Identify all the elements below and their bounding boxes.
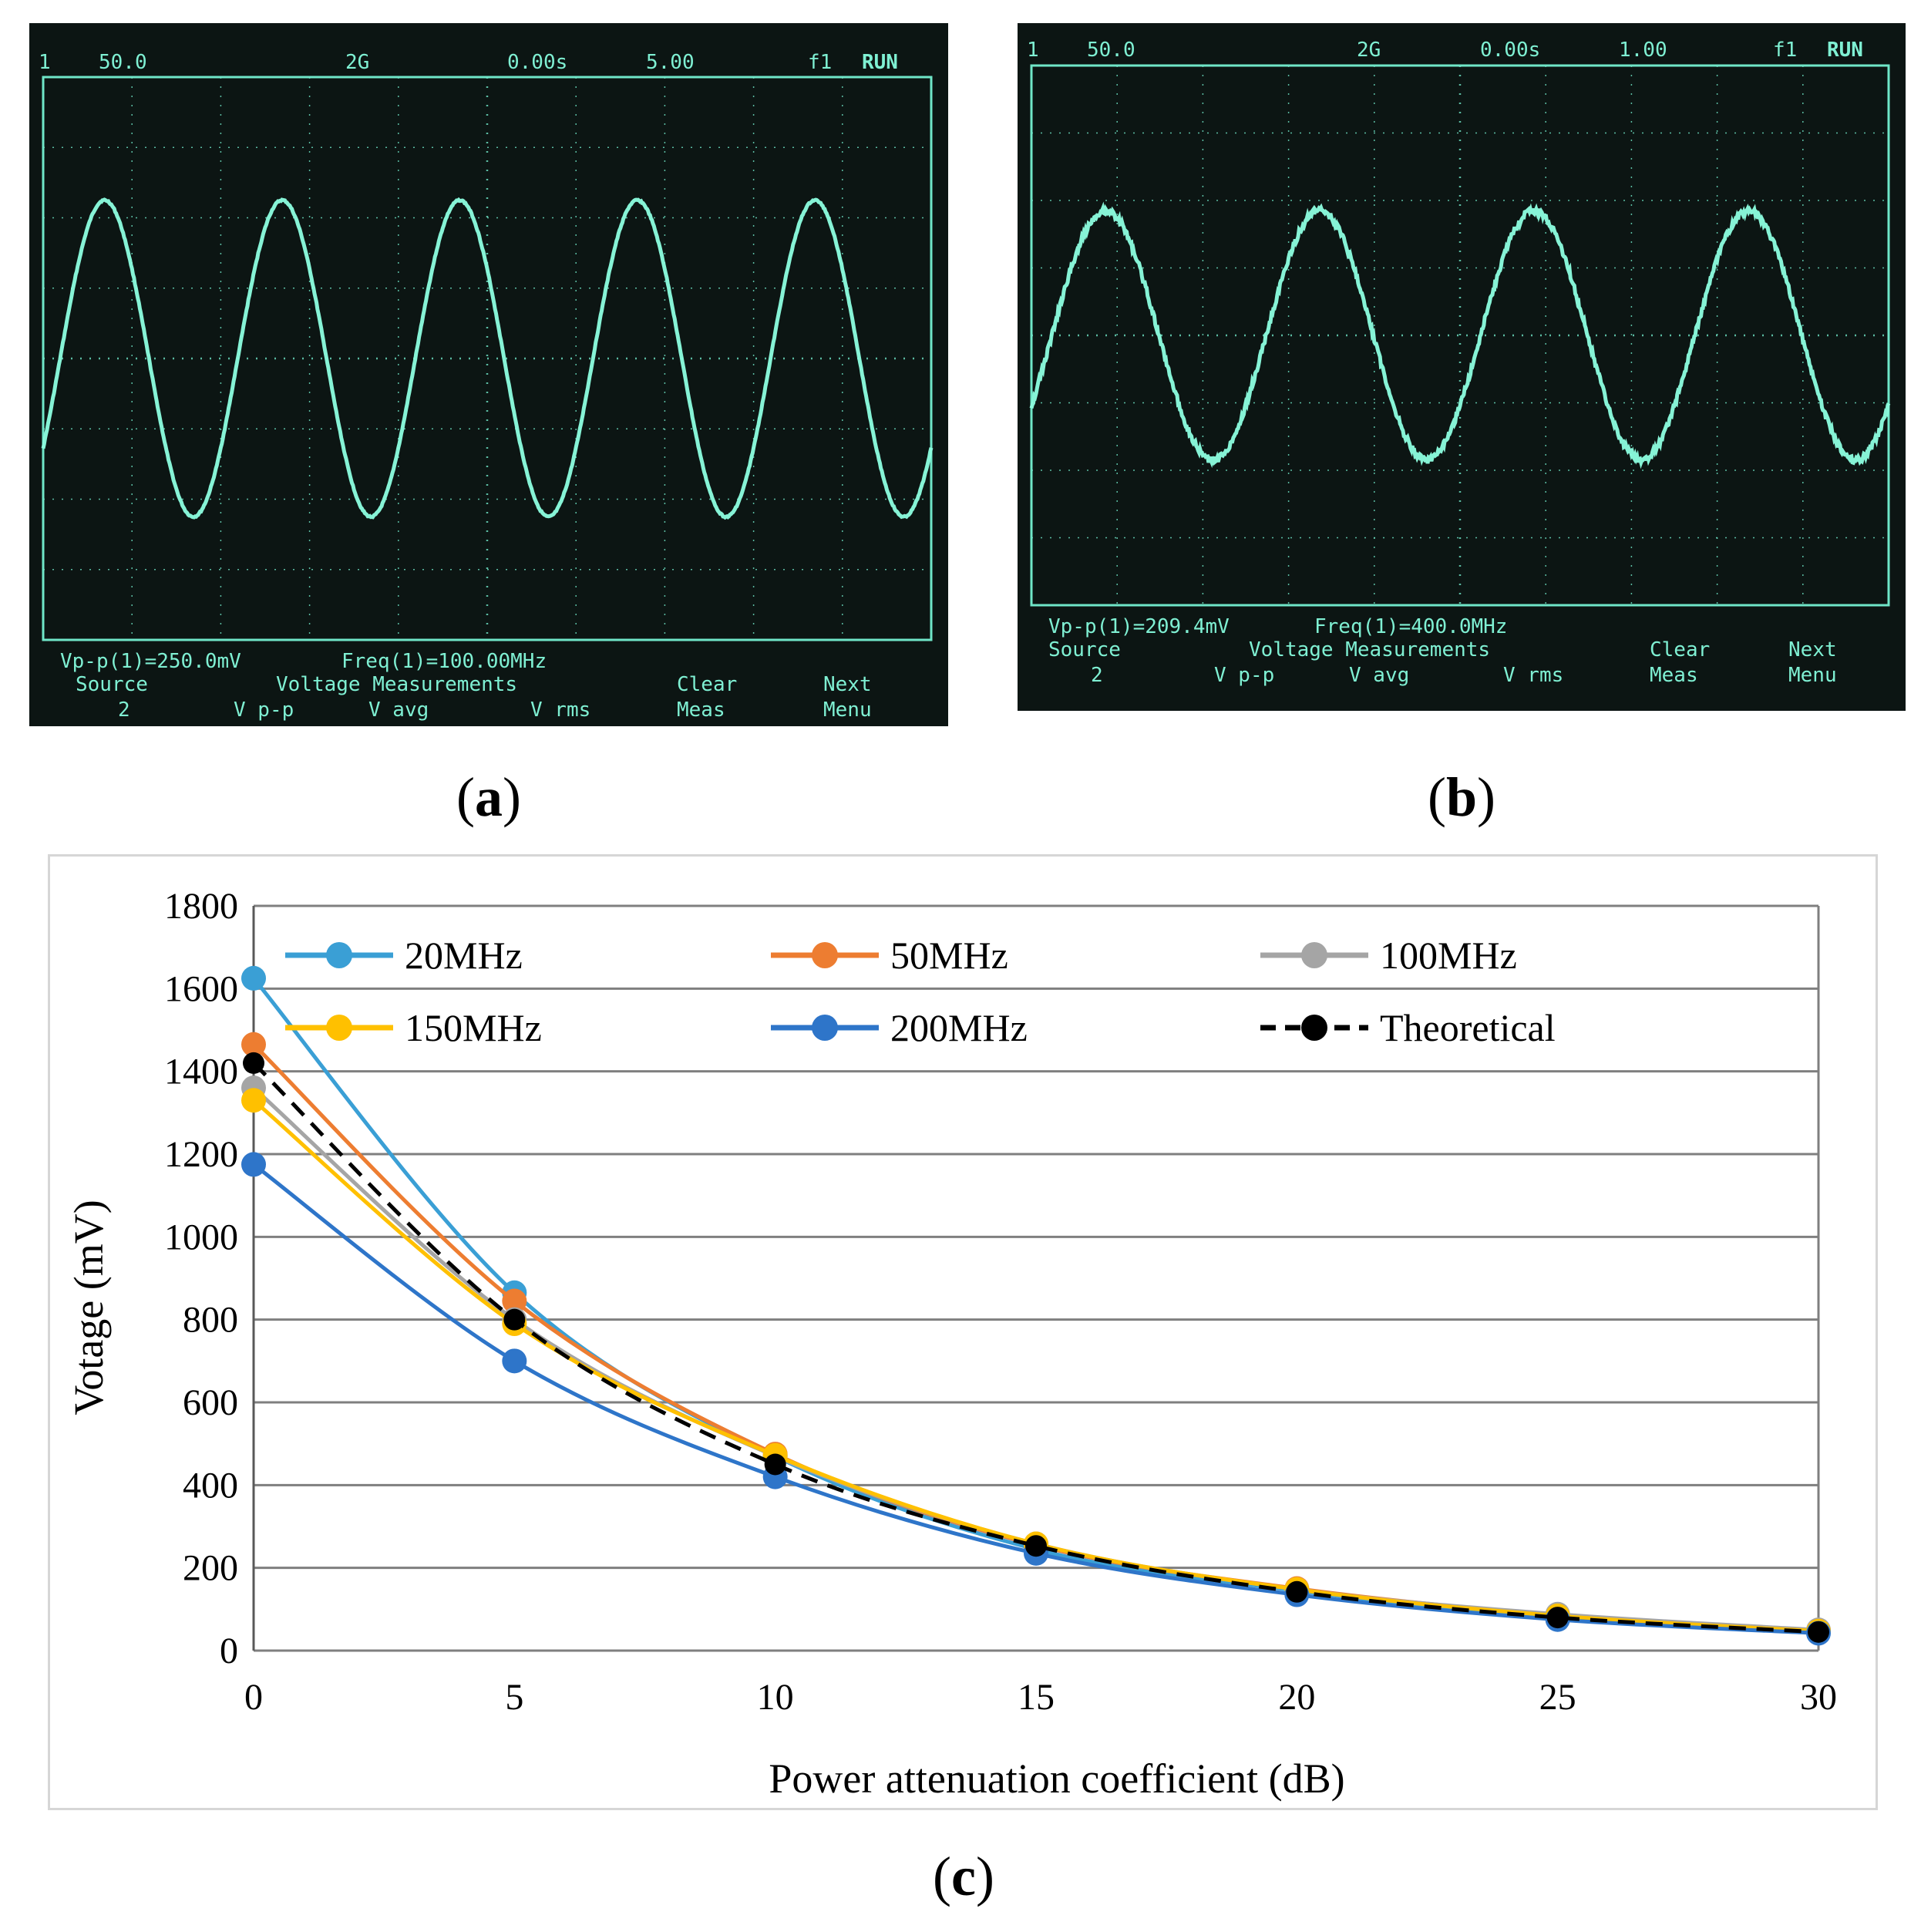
meas-softkey[interactable]: Meas [1650, 664, 1698, 687]
y-tick-label: 800 [183, 1300, 238, 1341]
time-offset: 0.00s [1480, 39, 1541, 62]
time-per-div: 5.00 [646, 51, 695, 74]
data-point-20mhz [241, 965, 266, 991]
attenuation-chart: 0 200 400 600 800 1000 1200 1400 1600 1800 0 5 10 15 2… [66, 886, 1837, 1802]
channel-number: 1 [1027, 39, 1039, 62]
run-status: RUN [862, 51, 898, 74]
x-tick-label: 0 [244, 1677, 263, 1718]
y-tick-label: 1200 [164, 1134, 238, 1175]
legend-label-theoretical: Theoretical [1380, 1006, 1556, 1049]
vpp-readout: Vp-p(1)=250.0mV [60, 650, 241, 673]
trigger-source: f1 [1773, 39, 1798, 62]
x-axis-label: Power attenuation coefficient (dB) [769, 1755, 1344, 1802]
vrms-softkey[interactable]: V rms [530, 698, 591, 722]
oscilloscope-graticule-a [41, 76, 934, 641]
legend-marker-150mhz [326, 1015, 352, 1041]
time-offset: 0.00s [507, 51, 568, 74]
legend-label-200mhz: 200MHz [890, 1006, 1028, 1049]
x-tick-label: 20 [1278, 1677, 1315, 1718]
legend-label-20mhz: 20MHz [405, 934, 523, 977]
data-point-200mhz [241, 1152, 266, 1177]
oscilloscope-graticule-b [1029, 64, 1891, 607]
data-point-50mhz [241, 1032, 266, 1057]
next-softkey[interactable]: Next [1788, 638, 1837, 661]
sample-rate: 2G [1357, 39, 1381, 62]
freq-readout: Freq(1)=100.00MHz [341, 650, 547, 673]
x-tick-label: 15 [1018, 1677, 1055, 1718]
legend-marker-200mhz [812, 1015, 838, 1041]
data-point-theoretical [243, 1052, 264, 1074]
time-per-div: 1.00 [1619, 39, 1667, 62]
volts-per-div: 50.0 [1087, 39, 1135, 62]
legend-marker-50mhz [812, 942, 838, 968]
vpp-softkey[interactable]: V p-p [234, 698, 294, 722]
data-point-50mhz [502, 1288, 527, 1314]
signal-waveform [1029, 201, 1891, 470]
y-tick-label: 1000 [164, 1217, 238, 1257]
y-tick-label: 0 [220, 1631, 238, 1671]
meas-softkey[interactable]: Meas [677, 698, 725, 722]
legend-marker-100mhz [1301, 942, 1327, 968]
y-tick-label: 200 [183, 1548, 238, 1589]
channel-number: 1 [39, 51, 51, 74]
clear-softkey[interactable]: Clear [677, 673, 738, 696]
data-point-theoretical [1808, 1621, 1829, 1643]
y-tick-label: 600 [183, 1382, 238, 1423]
x-tick-label: 25 [1539, 1677, 1576, 1718]
caption-b: (b) [1427, 766, 1495, 828]
data-point-theoretical [1286, 1580, 1308, 1603]
y-tick-label: 400 [183, 1465, 238, 1506]
legend-label-100mhz: 100MHz [1380, 934, 1517, 977]
legend-marker-20mhz [326, 942, 352, 968]
volts-per-div: 50.0 [99, 51, 147, 74]
y-axis-label: Votage (mV) [66, 1200, 112, 1415]
data-point-150mhz [241, 1088, 266, 1113]
caption-c: (c) [933, 1846, 994, 1907]
menu-softkey[interactable]: Menu [823, 698, 872, 722]
trigger-source: f1 [808, 51, 833, 74]
x-tick-label: 10 [757, 1677, 794, 1718]
source-value: 2 [118, 698, 130, 722]
legend-label-150mhz: 150MHz [405, 1006, 542, 1049]
data-point-theoretical [1546, 1607, 1569, 1629]
x-tick-label: 5 [505, 1677, 523, 1718]
signal-waveform [41, 197, 934, 520]
legend-label-50mhz: 50MHz [890, 934, 1008, 977]
y-tick-label: 1800 [164, 886, 238, 927]
caption-a: (a) [456, 766, 521, 828]
sample-rate: 2G [345, 51, 370, 74]
series-line-theoretical [252, 1062, 1819, 1634]
x-tick-label: 30 [1800, 1677, 1837, 1718]
menu-softkey[interactable]: Menu [1788, 664, 1837, 687]
clear-softkey[interactable]: Clear [1650, 638, 1711, 661]
vrms-softkey[interactable]: V rms [1503, 664, 1564, 687]
vavg-softkey[interactable]: V avg [1349, 664, 1410, 687]
source-softkey[interactable]: Source [1048, 638, 1121, 661]
data-point-200mhz [502, 1348, 527, 1374]
run-status: RUN [1827, 39, 1863, 62]
legend-marker-theoretical [1301, 1015, 1327, 1041]
y-tick-label: 1600 [164, 968, 238, 1009]
voltage-measurements-title: Voltage Measurements [276, 673, 518, 696]
vavg-softkey[interactable]: V avg [368, 698, 429, 722]
source-softkey[interactable]: Source [76, 673, 148, 696]
source-value: 2 [1091, 664, 1103, 687]
data-point-theoretical [764, 1453, 786, 1476]
voltage-measurements-title: Voltage Measurements [1249, 638, 1491, 661]
oscilloscope-screen-a: 1 50.0 2G 0.00s 5.00 f1 RUN Vp-p(1)=250.… [29, 23, 948, 726]
vpp-readout: Vp-p(1)=209.4mV [1048, 615, 1230, 638]
oscilloscope-screen-b: 1 50.0 2G 0.00s 1.00 f1 RUN Vp-p(1)=209.… [1018, 23, 1906, 711]
chart-container: 0 200 400 600 800 1000 1200 1400 1600 1800 0 5 10 15 2… [48, 854, 1878, 1810]
data-point-theoretical [503, 1308, 526, 1331]
y-tick-label: 1400 [164, 1052, 238, 1092]
next-softkey[interactable]: Next [823, 673, 872, 696]
freq-readout: Freq(1)=400.0MHz [1314, 615, 1508, 638]
data-point-theoretical [1025, 1535, 1047, 1557]
vpp-softkey[interactable]: V p-p [1214, 664, 1275, 687]
